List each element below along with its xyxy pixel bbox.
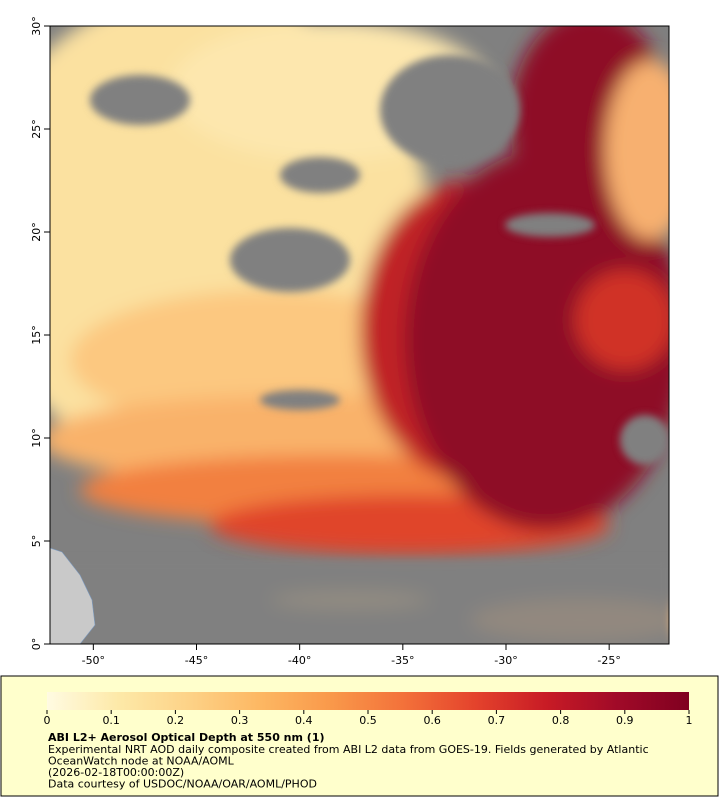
lat-tick-label: 15° (30, 325, 43, 345)
caption-line: Experimental NRT AOD daily composite cre… (48, 743, 649, 756)
caption-line: Data courtesy of USDOC/NOAA/OAR/AOML/PHO… (48, 778, 317, 791)
colorbar-tick-label: 0.6 (423, 714, 441, 727)
colorbar-tick-label: 0.5 (359, 714, 377, 727)
colorbar-tick-label: 1 (686, 714, 693, 727)
lon-tick-label: -45° (185, 654, 208, 667)
lon-tick-label: -30° (494, 654, 517, 667)
caption-line: OceanWatch node at NOAA/AOML (48, 755, 235, 768)
colorbar-tick-label: 0.1 (102, 714, 120, 727)
lat-tick-label: 10° (30, 428, 43, 448)
colorbar (47, 692, 689, 710)
colorbar-tick-label: 0.7 (488, 714, 506, 727)
colorbar-tick-label: 0.3 (231, 714, 249, 727)
lat-tick-label: 5° (30, 535, 43, 548)
lat-tick-label: 30° (30, 16, 43, 36)
aod-map (50, 26, 669, 644)
colorbar-tick-label: 0 (44, 714, 51, 727)
colorbar-tick-label: 0.8 (552, 714, 570, 727)
colorbar-tick-label: 0.2 (167, 714, 185, 727)
cloud-gaps (50, 55, 669, 644)
lon-tick-label: -35° (391, 654, 414, 667)
lon-tick-label: -25° (597, 654, 620, 667)
caption-line: (2026-02-18T00:00:00Z) (48, 766, 184, 779)
colorbar-tick-label: 0.4 (295, 714, 313, 727)
lon-tick-label: -50° (82, 654, 105, 667)
lat-tick-label: 0° (30, 638, 43, 651)
land (50, 547, 96, 644)
lat-tick-label: 25° (30, 119, 43, 139)
caption-title: ABI L2+ Aerosol Optical Depth at 550 nm … (48, 731, 325, 744)
lon-tick-label: -40° (288, 654, 311, 667)
colorbar-tick-label: 0.9 (616, 714, 634, 727)
lat-tick-label: 20° (30, 222, 43, 242)
